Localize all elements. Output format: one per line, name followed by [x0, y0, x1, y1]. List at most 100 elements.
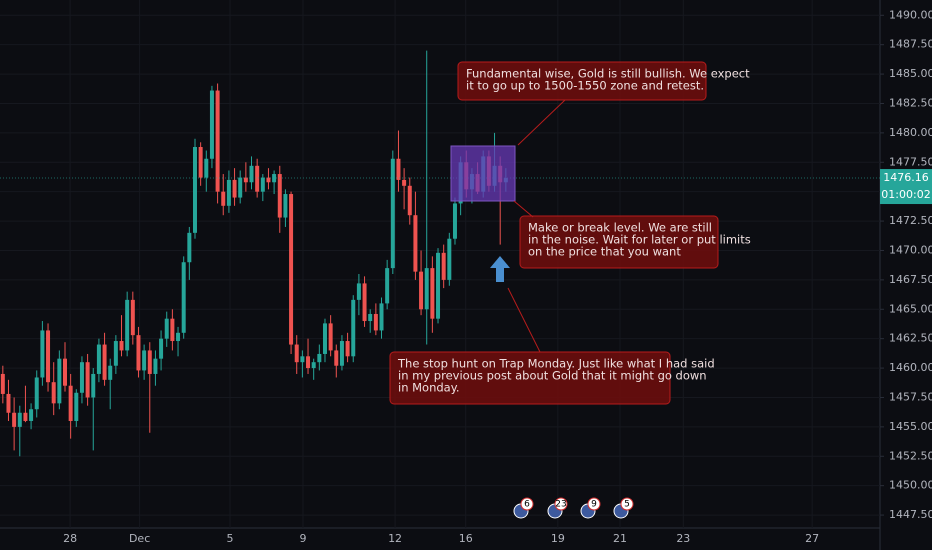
candle-body	[136, 335, 141, 371]
candle-body	[68, 385, 73, 421]
event-count: 23	[555, 500, 566, 510]
candle-body	[6, 393, 11, 413]
callout-box	[457, 61, 707, 101]
candle-body	[362, 283, 367, 322]
x-tick-label: Dec	[129, 532, 150, 545]
candle-body	[57, 358, 62, 404]
y-tick-label: 1480.00	[889, 126, 932, 139]
callout-box	[519, 215, 719, 269]
callout-text: Make or break level. We are still	[528, 221, 712, 235]
candle-body	[368, 313, 373, 322]
candle-body	[396, 158, 401, 180]
candle-body	[0, 373, 5, 394]
arrow-up	[490, 256, 510, 282]
candle-body	[356, 283, 361, 300]
candle-body	[447, 238, 452, 280]
candle-body	[159, 338, 164, 359]
x-tick-label: 27	[805, 532, 819, 545]
callout: The stop hunt on Trap Monday. Just like …	[389, 351, 715, 405]
candle-body	[91, 373, 96, 398]
candle-body	[153, 358, 158, 374]
x-tick-label: 28	[63, 532, 77, 545]
candle-body	[260, 177, 265, 192]
candle-body	[424, 268, 429, 310]
candle-body	[390, 158, 395, 269]
candle-body	[40, 330, 45, 378]
candle-body	[419, 271, 424, 310]
candle-body	[125, 299, 130, 351]
candle-body	[17, 412, 22, 427]
candle-body	[373, 313, 378, 331]
candle-body	[62, 358, 67, 386]
last-price-label: 1476.16	[883, 171, 929, 184]
event-badge	[587, 497, 601, 511]
callout-pointer	[513, 200, 534, 218]
y-tick-label: 1482.50	[889, 96, 932, 109]
candle-body	[249, 165, 254, 183]
y-tick-label: 1487.50	[889, 38, 932, 51]
last-price-box	[880, 169, 932, 205]
candle-body	[176, 332, 181, 342]
y-tick-label: 1452.50	[889, 449, 932, 462]
callout-text: it to go up to 1500-1550 zone and retest…	[466, 79, 704, 93]
y-tick-label: 1457.50	[889, 390, 932, 403]
candle-body	[29, 409, 34, 421]
candle-body	[306, 356, 311, 369]
candle-body	[339, 341, 344, 366]
candle-body	[209, 90, 214, 159]
event-count: 9	[591, 500, 597, 510]
y-tick-label: 1470.00	[889, 243, 932, 256]
candle-body	[379, 303, 384, 331]
candle-body	[85, 362, 90, 398]
candle-body	[204, 158, 209, 178]
x-tick-label: 23	[676, 532, 690, 545]
y-tick-label: 1447.50	[889, 508, 932, 521]
candle-body	[407, 185, 412, 216]
candle-body	[79, 362, 84, 393]
candle-body	[283, 194, 288, 218]
candle-body	[170, 318, 175, 342]
x-tick-label: 16	[459, 532, 473, 545]
candle-body	[452, 203, 457, 239]
candle-body	[232, 179, 237, 198]
event-count: 5	[624, 500, 630, 510]
candle-body	[130, 299, 135, 336]
candle-body	[74, 392, 79, 421]
candle-body	[328, 323, 333, 351]
candle-body	[277, 174, 282, 218]
event-badge	[554, 497, 568, 511]
y-tick-label: 1465.00	[889, 302, 932, 315]
callout-text: in the noise. Wait for later or put limi…	[528, 233, 751, 247]
x-tick-label: 5	[227, 532, 234, 545]
candle-body	[142, 350, 147, 371]
event-badge	[520, 497, 534, 511]
y-tick-label: 1477.50	[889, 155, 932, 168]
candle-body	[345, 341, 350, 357]
candle-body	[436, 252, 441, 319]
candle-body	[181, 262, 186, 333]
candle-body	[322, 323, 327, 354]
y-tick-label: 1485.00	[889, 67, 932, 80]
callout-pointer	[507, 287, 541, 353]
candle-body	[255, 165, 260, 192]
overlay: 1476.16 01:00:02 Fundamental wise, Gold is…	[389, 61, 932, 519]
candle-body	[441, 252, 446, 280]
candle-body	[221, 191, 226, 206]
candle-body	[351, 299, 356, 357]
callout-text: The stop hunt on Trap Monday. Just like …	[397, 357, 715, 371]
candle-body	[96, 344, 101, 374]
candle-body	[334, 350, 339, 366]
candle-body	[413, 215, 418, 272]
candle-body	[187, 232, 192, 263]
callout-text: in Monday.	[398, 381, 460, 395]
candle-body	[108, 365, 113, 380]
y-tick-label: 1462.50	[889, 332, 932, 345]
countdown-label: 01:00:02	[881, 188, 930, 201]
candle-body	[46, 330, 51, 383]
candle-body	[294, 344, 299, 363]
candle-body	[147, 350, 152, 374]
candle-body	[12, 412, 17, 427]
candle-body	[23, 412, 28, 421]
candle-body	[272, 174, 277, 183]
